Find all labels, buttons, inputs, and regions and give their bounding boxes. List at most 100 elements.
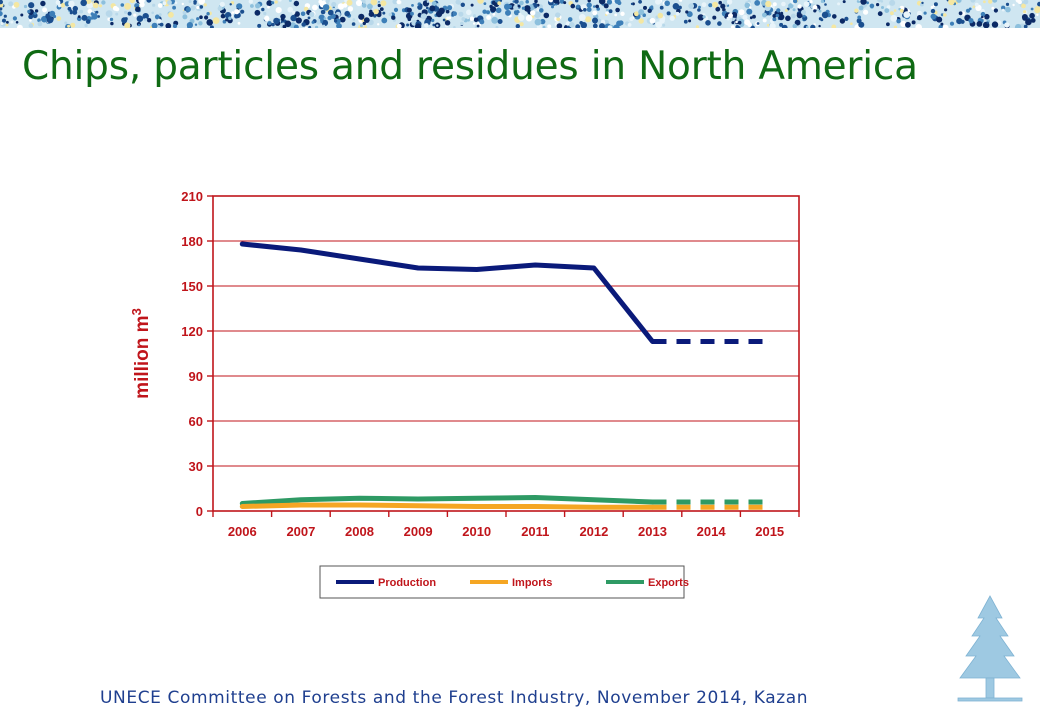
y-tick-label: 0 <box>196 504 203 519</box>
mosaic-tile <box>678 5 682 10</box>
mosaic-tile <box>769 23 776 28</box>
mosaic-tile <box>917 15 923 21</box>
x-tick-label: 2006 <box>228 524 257 539</box>
mosaic-tile <box>234 14 239 19</box>
mosaic-tile <box>146 18 152 23</box>
mosaic-tile <box>657 12 664 19</box>
mosaic-tile <box>495 7 502 14</box>
mosaic-tile <box>605 8 610 12</box>
mosaic-tile <box>876 3 880 7</box>
mosaic-tile <box>107 17 111 21</box>
mosaic-tile <box>655 21 662 28</box>
mosaic-tile <box>765 0 772 8</box>
mosaic-tile <box>460 2 465 7</box>
mosaic-tile <box>15 21 19 24</box>
mosaic-tile <box>220 13 226 19</box>
mosaic-tile <box>966 8 970 13</box>
mosaic-tile <box>565 21 571 26</box>
mosaic-tile <box>492 12 496 16</box>
mosaic-tile <box>110 21 114 26</box>
mosaic-tile <box>886 5 891 9</box>
mosaic-tile <box>685 10 689 14</box>
mosaic-tile <box>575 24 581 28</box>
mosaic-tile <box>534 11 541 18</box>
mosaic-tile <box>580 22 587 28</box>
mosaic-tile <box>505 9 511 16</box>
mosaic-tile <box>1030 18 1036 23</box>
mosaic-tile <box>167 0 172 5</box>
mosaic-tile <box>688 19 692 23</box>
mosaic-tile <box>592 17 598 24</box>
mosaic-tile <box>1037 1 1040 7</box>
mosaic-tile <box>988 0 993 4</box>
x-tick-label: 2008 <box>345 524 374 539</box>
mosaic-tile <box>185 7 191 12</box>
mosaic-tile <box>533 4 537 7</box>
mosaic-tile <box>339 16 346 23</box>
mosaic-tile <box>301 22 307 27</box>
mosaic-tile <box>193 1 197 5</box>
mosaic-tile <box>47 16 54 24</box>
mosaic-tile <box>377 23 380 26</box>
mosaic-tile <box>705 20 711 26</box>
mosaic-tile <box>436 3 440 7</box>
mosaic-tile <box>534 18 542 26</box>
mosaic-tile <box>630 2 634 6</box>
mosaic-tile <box>514 0 519 4</box>
mosaic-tile <box>592 23 598 28</box>
mosaic-tile <box>64 21 68 25</box>
mosaic-tile <box>323 17 327 20</box>
mosaic-tile <box>749 16 753 20</box>
mosaic-tile <box>196 17 200 21</box>
mosaic-tile <box>556 23 563 28</box>
mosaic-tile <box>659 5 664 10</box>
mosaic-tile <box>112 5 118 11</box>
mosaic-tile <box>420 13 427 20</box>
mosaic-tile <box>642 13 646 17</box>
mosaic-tile <box>115 12 119 16</box>
mosaic-tile <box>162 1 167 6</box>
mosaic-tile <box>923 11 927 15</box>
mosaic-tile <box>67 24 71 28</box>
mosaic-tile <box>980 11 986 17</box>
mosaic-tile <box>983 0 986 4</box>
mosaic-tile <box>87 9 93 14</box>
mosaic-tile <box>431 1 437 6</box>
mosaic-tile <box>361 3 367 8</box>
mosaic-tile <box>797 4 802 9</box>
mosaic-tile <box>174 1 178 5</box>
mosaic-tile <box>391 15 396 20</box>
y-tick-label: 30 <box>189 459 203 474</box>
mosaic-tile <box>2 18 6 23</box>
mosaic-tile <box>890 11 894 16</box>
mosaic-tile <box>831 24 837 28</box>
mosaic-tile <box>578 14 586 21</box>
mosaic-tile <box>300 11 306 17</box>
mosaic-tile <box>165 23 172 28</box>
mosaic-tile <box>101 0 106 5</box>
mosaic-tile <box>595 4 599 9</box>
mosaic-tile <box>747 22 752 28</box>
x-tick-label: 2010 <box>462 524 491 539</box>
mosaic-tile <box>158 13 162 17</box>
mosaic-tile <box>255 3 261 9</box>
legend: Production Imports Exports <box>319 565 689 599</box>
mosaic-tile <box>219 1 225 7</box>
mosaic-tile <box>206 12 210 16</box>
mosaic-tile <box>869 3 875 9</box>
mosaic-tile <box>905 21 911 28</box>
mosaic-tile <box>824 3 827 6</box>
mosaic-tile <box>752 14 756 19</box>
mosaic-tile <box>396 23 402 28</box>
mosaic-tile <box>12 16 17 21</box>
mosaic-tile <box>222 19 227 24</box>
mosaic-tile <box>992 0 998 3</box>
y-axis-title: million m3 <box>129 308 154 399</box>
mosaic-tile <box>712 1 719 8</box>
mosaic-tile <box>79 9 84 14</box>
mosaic-tile <box>525 14 533 22</box>
mosaic-tile <box>805 25 809 28</box>
mosaic-tile <box>576 4 580 9</box>
mosaic-tile <box>778 13 785 21</box>
mosaic-tile <box>881 6 884 9</box>
